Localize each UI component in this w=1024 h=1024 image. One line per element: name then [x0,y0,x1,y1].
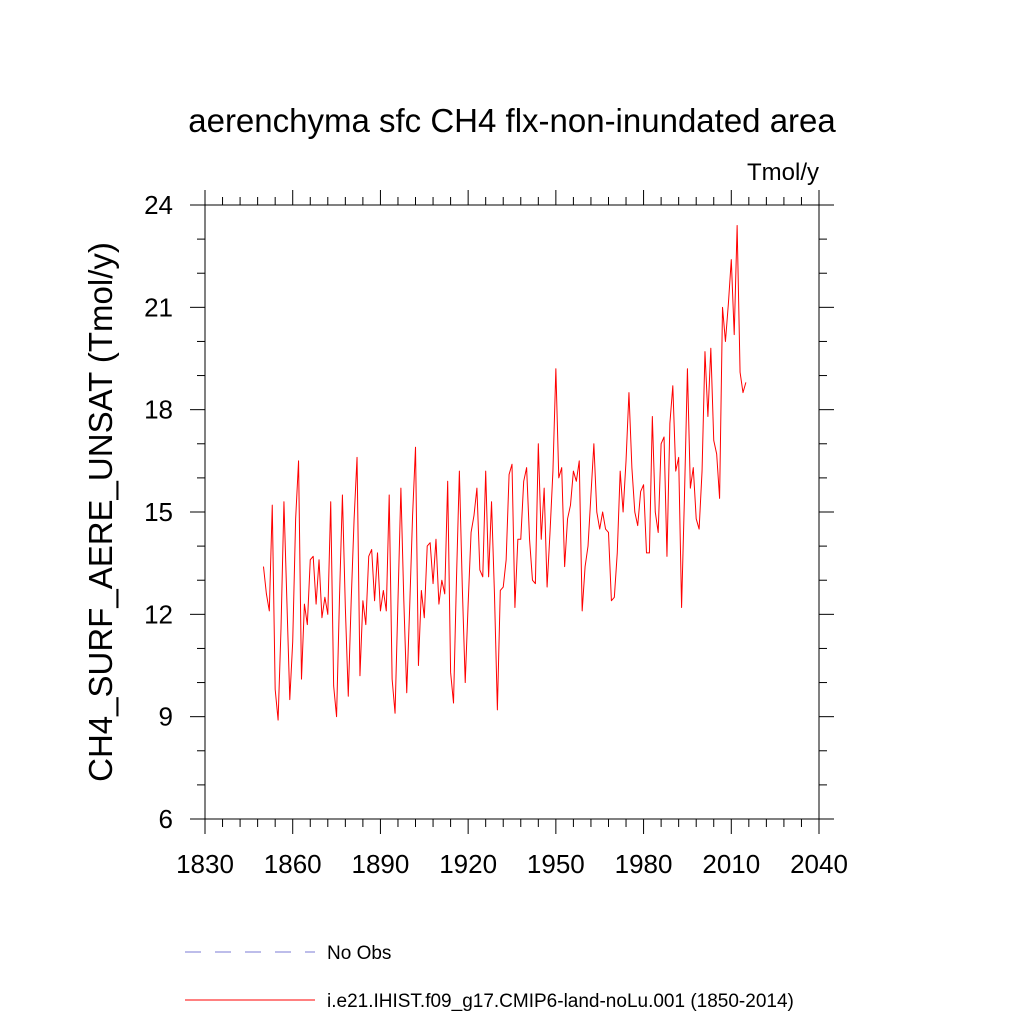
x-tick-label: 1950 [527,849,585,879]
x-tick-label: 1980 [615,849,673,879]
legend-label-no-obs: No Obs [327,943,391,964]
axis-ticks [190,190,834,834]
legend: No Obs i.e21.IHIST.f09_g17.CMIP6-land-no… [185,943,794,1012]
legend-label-model: i.e21.IHIST.f09_g17.CMIP6-land-noLu.001 … [327,991,794,1012]
y-tick-label: 15 [144,497,173,527]
y-axis-label: CH4_SURF_AERE_UNSAT (Tmol/y) [82,242,119,782]
plot-area: 1830 1860 1890 1920 1950 1980 2010 2040 6 9 12 15 1… [144,190,848,879]
x-tick-label: 2010 [702,849,760,879]
y-tick-label: 21 [144,292,173,322]
units-label: Tmol/y [747,159,819,186]
plot-frame [204,204,820,820]
y-tick-labels: 6 9 12 15 18 21 24 [144,190,173,834]
x-tick-label: 1830 [176,849,234,879]
y-tick-label: 6 [159,804,173,834]
x-tick-labels: 1830 1860 1890 1920 1950 1980 2010 2040 [176,849,848,879]
y-tick-label: 18 [144,395,173,425]
chart-title: aerenchyma sfc CH4 flx-non-inundated are… [188,102,836,139]
x-tick-label: 2040 [790,849,848,879]
y-tick-label: 9 [159,702,173,732]
x-tick-label: 1860 [264,849,322,879]
x-tick-label: 1890 [352,849,410,879]
x-tick-label: 1920 [439,849,497,879]
y-tick-label: 24 [144,190,173,220]
y-tick-label: 12 [144,599,173,629]
series-line [262,224,747,721]
